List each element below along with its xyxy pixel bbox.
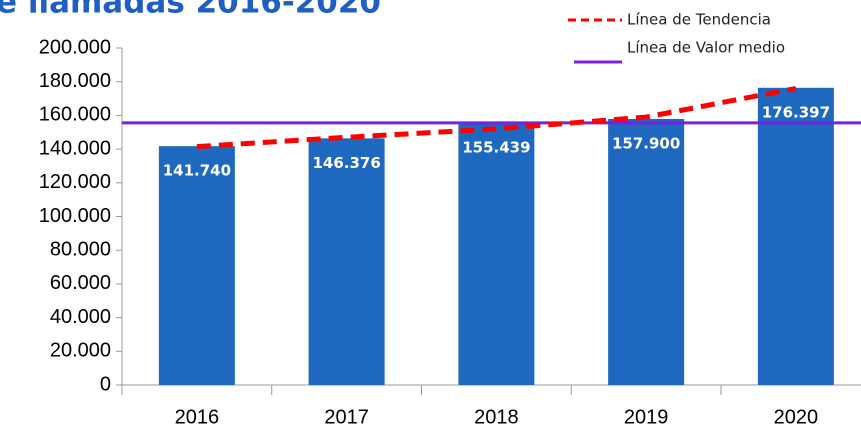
y-tick-label: 20.000 [50,340,111,362]
chart-title: e llamadas 2016-2020 [0,0,381,21]
trend-line [196,85,797,150]
bar [608,118,685,385]
value-label: 157.900 [612,134,680,152]
y-tick-label: 60.000 [50,272,111,294]
y-tick-label: 180.000 [39,70,111,92]
value-label: 146.376 [312,154,380,172]
legend-label: Línea de Valor medio [627,39,785,57]
y-tick-label: 140.000 [39,137,111,159]
y-tick-label: 100.000 [39,205,111,227]
y-tick-label: 200.000 [39,36,111,58]
x-tick-label: 2017 [324,406,369,428]
bar [757,87,834,385]
y-tick-label: 120.000 [39,171,111,193]
y-tick-label: 0 [100,373,111,395]
y-tick-label: 40.000 [50,306,111,328]
value-label: 141.740 [163,162,231,180]
bar [308,138,385,385]
x-tick-label: 2016 [175,406,220,428]
y-tick-label: 80.000 [50,238,111,260]
x-tick-label: 2019 [624,406,669,428]
value-label: 176.397 [762,103,830,121]
bar [458,123,535,386]
x-tick-label: 2018 [474,406,519,428]
value-label: 155.439 [462,139,530,157]
x-tick-label: 2020 [774,406,819,428]
y-tick-label: 160.000 [39,104,111,126]
bar [158,146,235,385]
legend-label: Línea de Tendencia [627,11,771,29]
